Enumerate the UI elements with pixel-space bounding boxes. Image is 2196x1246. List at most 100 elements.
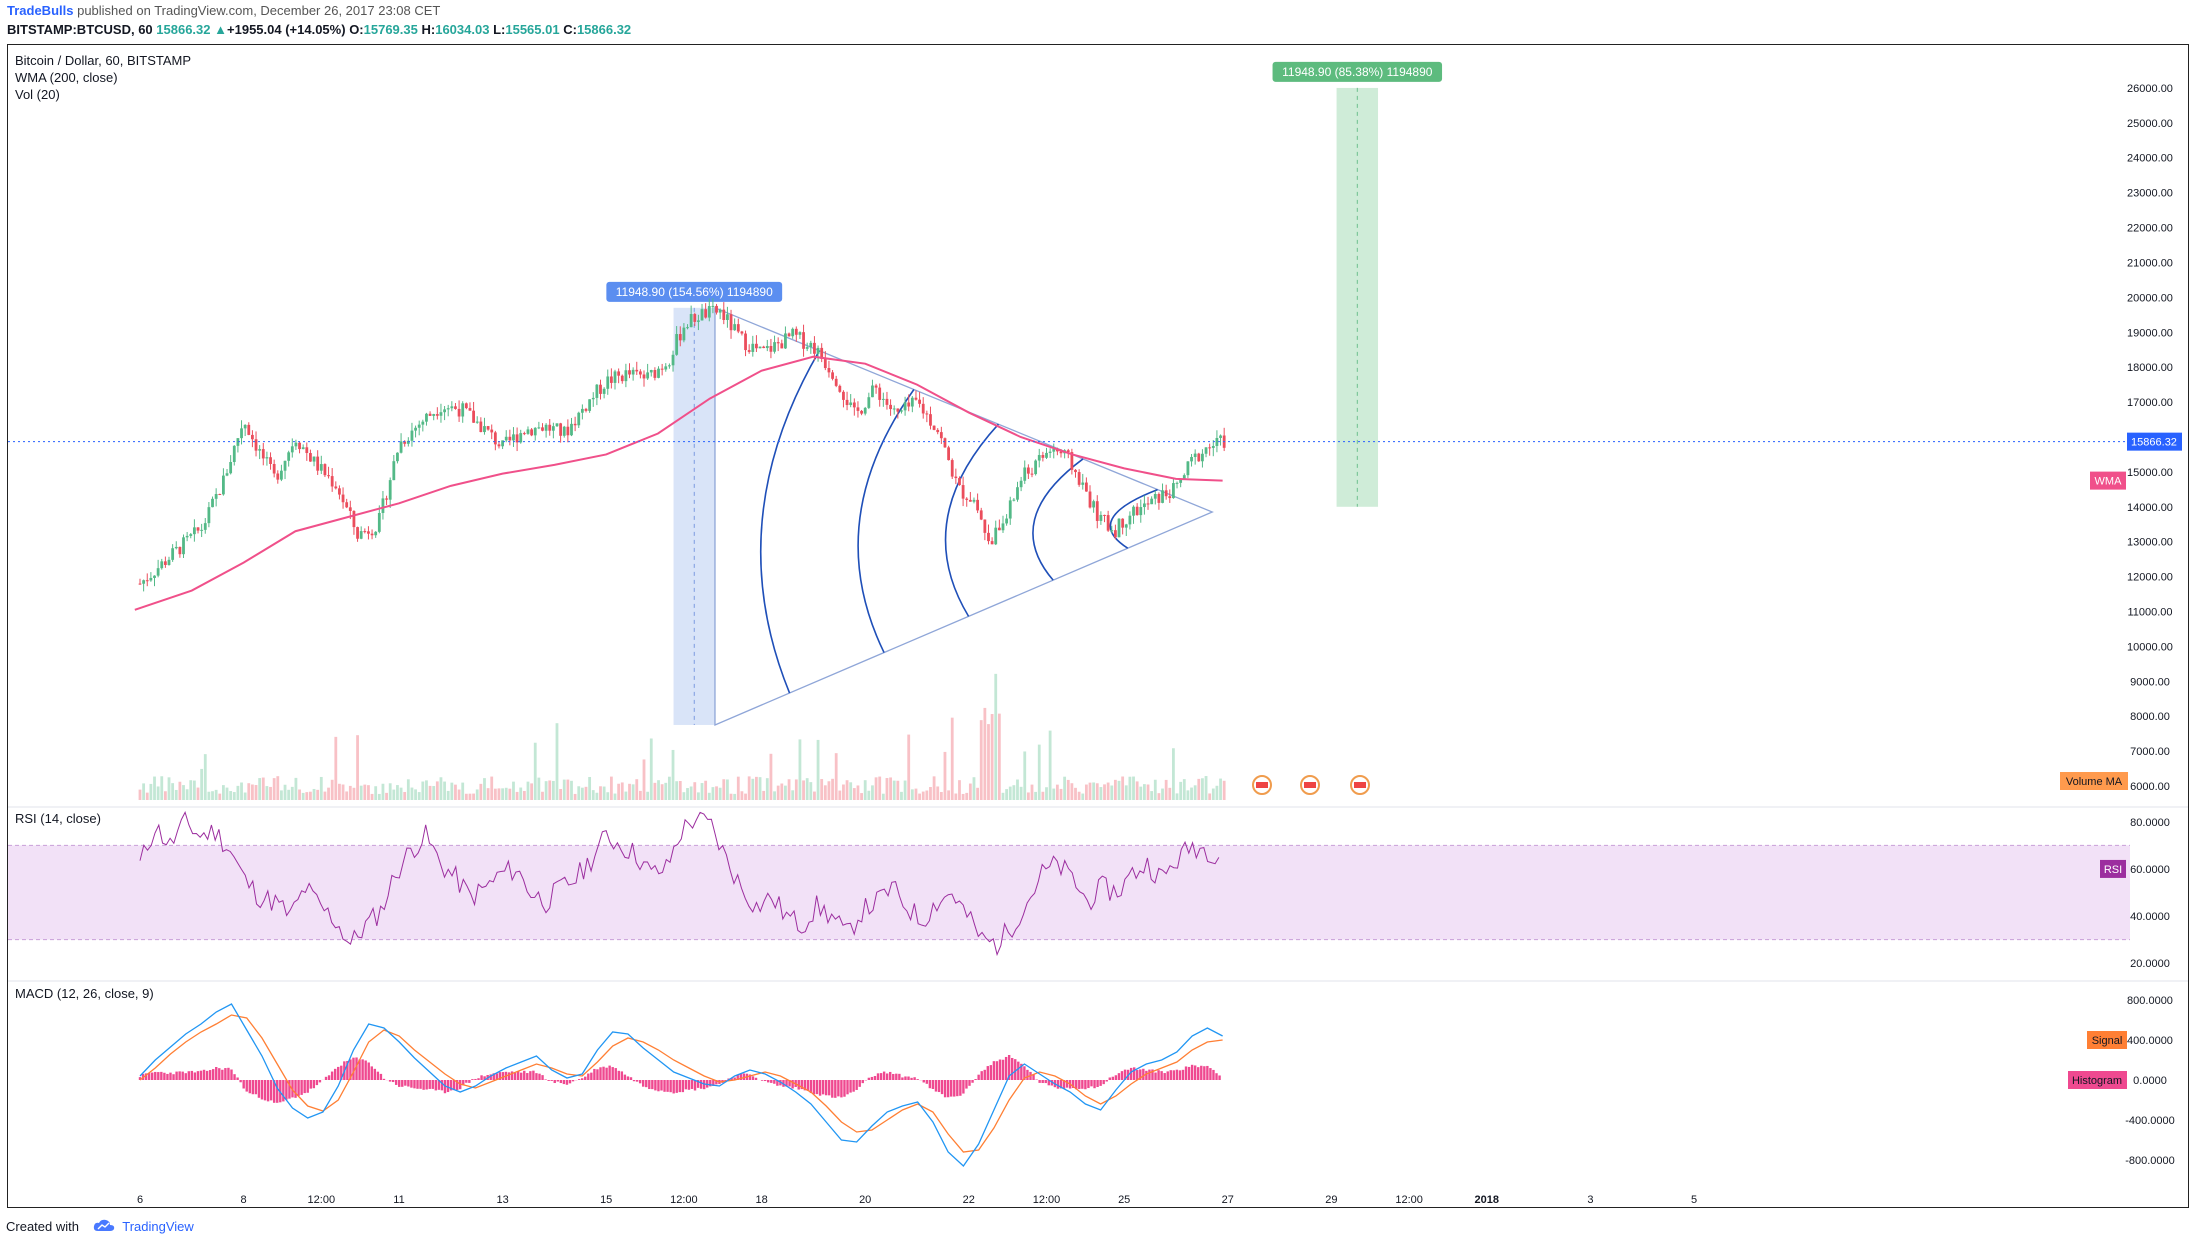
volume-bar xyxy=(1074,787,1077,800)
volume-bar xyxy=(1175,793,1179,800)
histogram-bar xyxy=(242,1080,245,1089)
candle-body xyxy=(1128,515,1132,525)
volume-bar xyxy=(363,784,367,800)
candle-body xyxy=(497,444,501,447)
volume-bar xyxy=(628,783,631,800)
candle-body xyxy=(885,398,889,405)
histogram-bar xyxy=(800,1080,803,1090)
histogram-bar xyxy=(776,1080,779,1086)
histogram-bar xyxy=(535,1073,538,1080)
volume-bar xyxy=(987,724,990,800)
volume-bar xyxy=(878,776,882,800)
volume-bar xyxy=(958,780,961,800)
histogram-bar xyxy=(324,1076,328,1080)
histogram-bar xyxy=(1023,1066,1026,1080)
fib-arc xyxy=(944,423,1000,617)
histogram-bar xyxy=(346,1060,349,1080)
candle-body xyxy=(1106,515,1110,531)
histogram-bar xyxy=(632,1080,636,1082)
volume-bar xyxy=(1005,789,1009,800)
histogram-bar xyxy=(715,1080,718,1085)
histogram-bar xyxy=(968,1080,971,1086)
volume-bar xyxy=(704,780,708,800)
candle-body xyxy=(247,424,251,435)
volume-bar xyxy=(508,788,512,800)
volume-bar xyxy=(145,792,149,800)
candle-body xyxy=(1074,469,1077,473)
volume-bar xyxy=(773,791,776,800)
candle-body xyxy=(881,398,885,400)
volume-bar xyxy=(537,777,541,800)
histogram-bar xyxy=(1038,1080,1041,1083)
volume-ma-label: Volume MA xyxy=(2066,776,2123,788)
candle-body xyxy=(530,429,534,436)
candle-body xyxy=(932,425,936,430)
candle-body xyxy=(515,434,519,443)
histogram-bar xyxy=(1010,1057,1014,1080)
volume-bar xyxy=(918,793,921,800)
histogram-bar xyxy=(901,1077,904,1080)
candle-body xyxy=(338,488,341,495)
candle-body xyxy=(261,449,265,459)
histogram-bar xyxy=(480,1075,483,1080)
volume-bar xyxy=(649,738,653,800)
volume-bar xyxy=(1172,748,1175,800)
candle-body xyxy=(580,408,584,413)
candle-body xyxy=(1190,457,1193,462)
volume-bar xyxy=(1121,776,1125,800)
histogram-bar xyxy=(422,1080,425,1090)
histogram-bar xyxy=(1111,1076,1115,1080)
candle-body xyxy=(1059,451,1063,454)
candle-body xyxy=(464,403,468,409)
tradingview-brand-link[interactable]: TradingView xyxy=(122,1219,194,1234)
histogram-bar xyxy=(495,1073,499,1080)
candle-body xyxy=(987,532,990,542)
volume-bar xyxy=(606,792,610,800)
low-value: 15565.01 xyxy=(505,22,560,37)
volume-bar xyxy=(889,777,892,800)
histogram-bar xyxy=(373,1068,377,1080)
histogram-bar xyxy=(144,1073,148,1080)
candle-body xyxy=(1103,514,1106,516)
price-axis-tick: 19000.00 xyxy=(2127,327,2173,339)
candle-body xyxy=(1197,453,1201,462)
candle-body xyxy=(461,403,465,417)
volume-bar xyxy=(1026,792,1030,800)
histogram-bar xyxy=(660,1080,663,1091)
histogram-bar xyxy=(489,1074,492,1080)
candle-body xyxy=(943,438,947,448)
volume-bar xyxy=(609,776,613,800)
volume-bar xyxy=(693,782,697,800)
volume-bar xyxy=(287,789,291,800)
histogram-bar xyxy=(1181,1069,1185,1080)
volume-bar xyxy=(914,788,918,800)
candle-body xyxy=(1208,447,1212,449)
chart-frame[interactable] xyxy=(7,44,2189,1208)
volume-bar xyxy=(396,785,399,800)
histogram-bar xyxy=(455,1080,459,1091)
volume-bar xyxy=(1063,776,1067,800)
volume-bar xyxy=(961,793,965,800)
histogram-bar xyxy=(468,1080,471,1083)
candle-body xyxy=(566,426,570,436)
volume-bar xyxy=(950,717,954,800)
histogram-bar xyxy=(879,1073,883,1080)
histogram-bar xyxy=(1132,1067,1136,1080)
candle-body xyxy=(1201,453,1204,462)
volume-bar xyxy=(1092,782,1096,800)
volume-bar xyxy=(1099,787,1103,800)
volume-bar xyxy=(1124,785,1128,800)
histogram-bar xyxy=(1071,1080,1075,1088)
volume-bar xyxy=(1084,784,1088,800)
candle-body xyxy=(1124,524,1128,528)
histogram-bar xyxy=(410,1080,413,1088)
histogram-bar xyxy=(1020,1063,1023,1080)
candle-body xyxy=(1168,496,1172,499)
histogram-bar xyxy=(1209,1068,1212,1080)
author-name[interactable]: TradeBulls xyxy=(7,3,74,18)
histogram-bar xyxy=(1004,1056,1008,1080)
tradingview-cloud-icon[interactable] xyxy=(93,1219,115,1236)
histogram-bar xyxy=(1160,1071,1163,1080)
volume-bar xyxy=(1190,787,1193,800)
